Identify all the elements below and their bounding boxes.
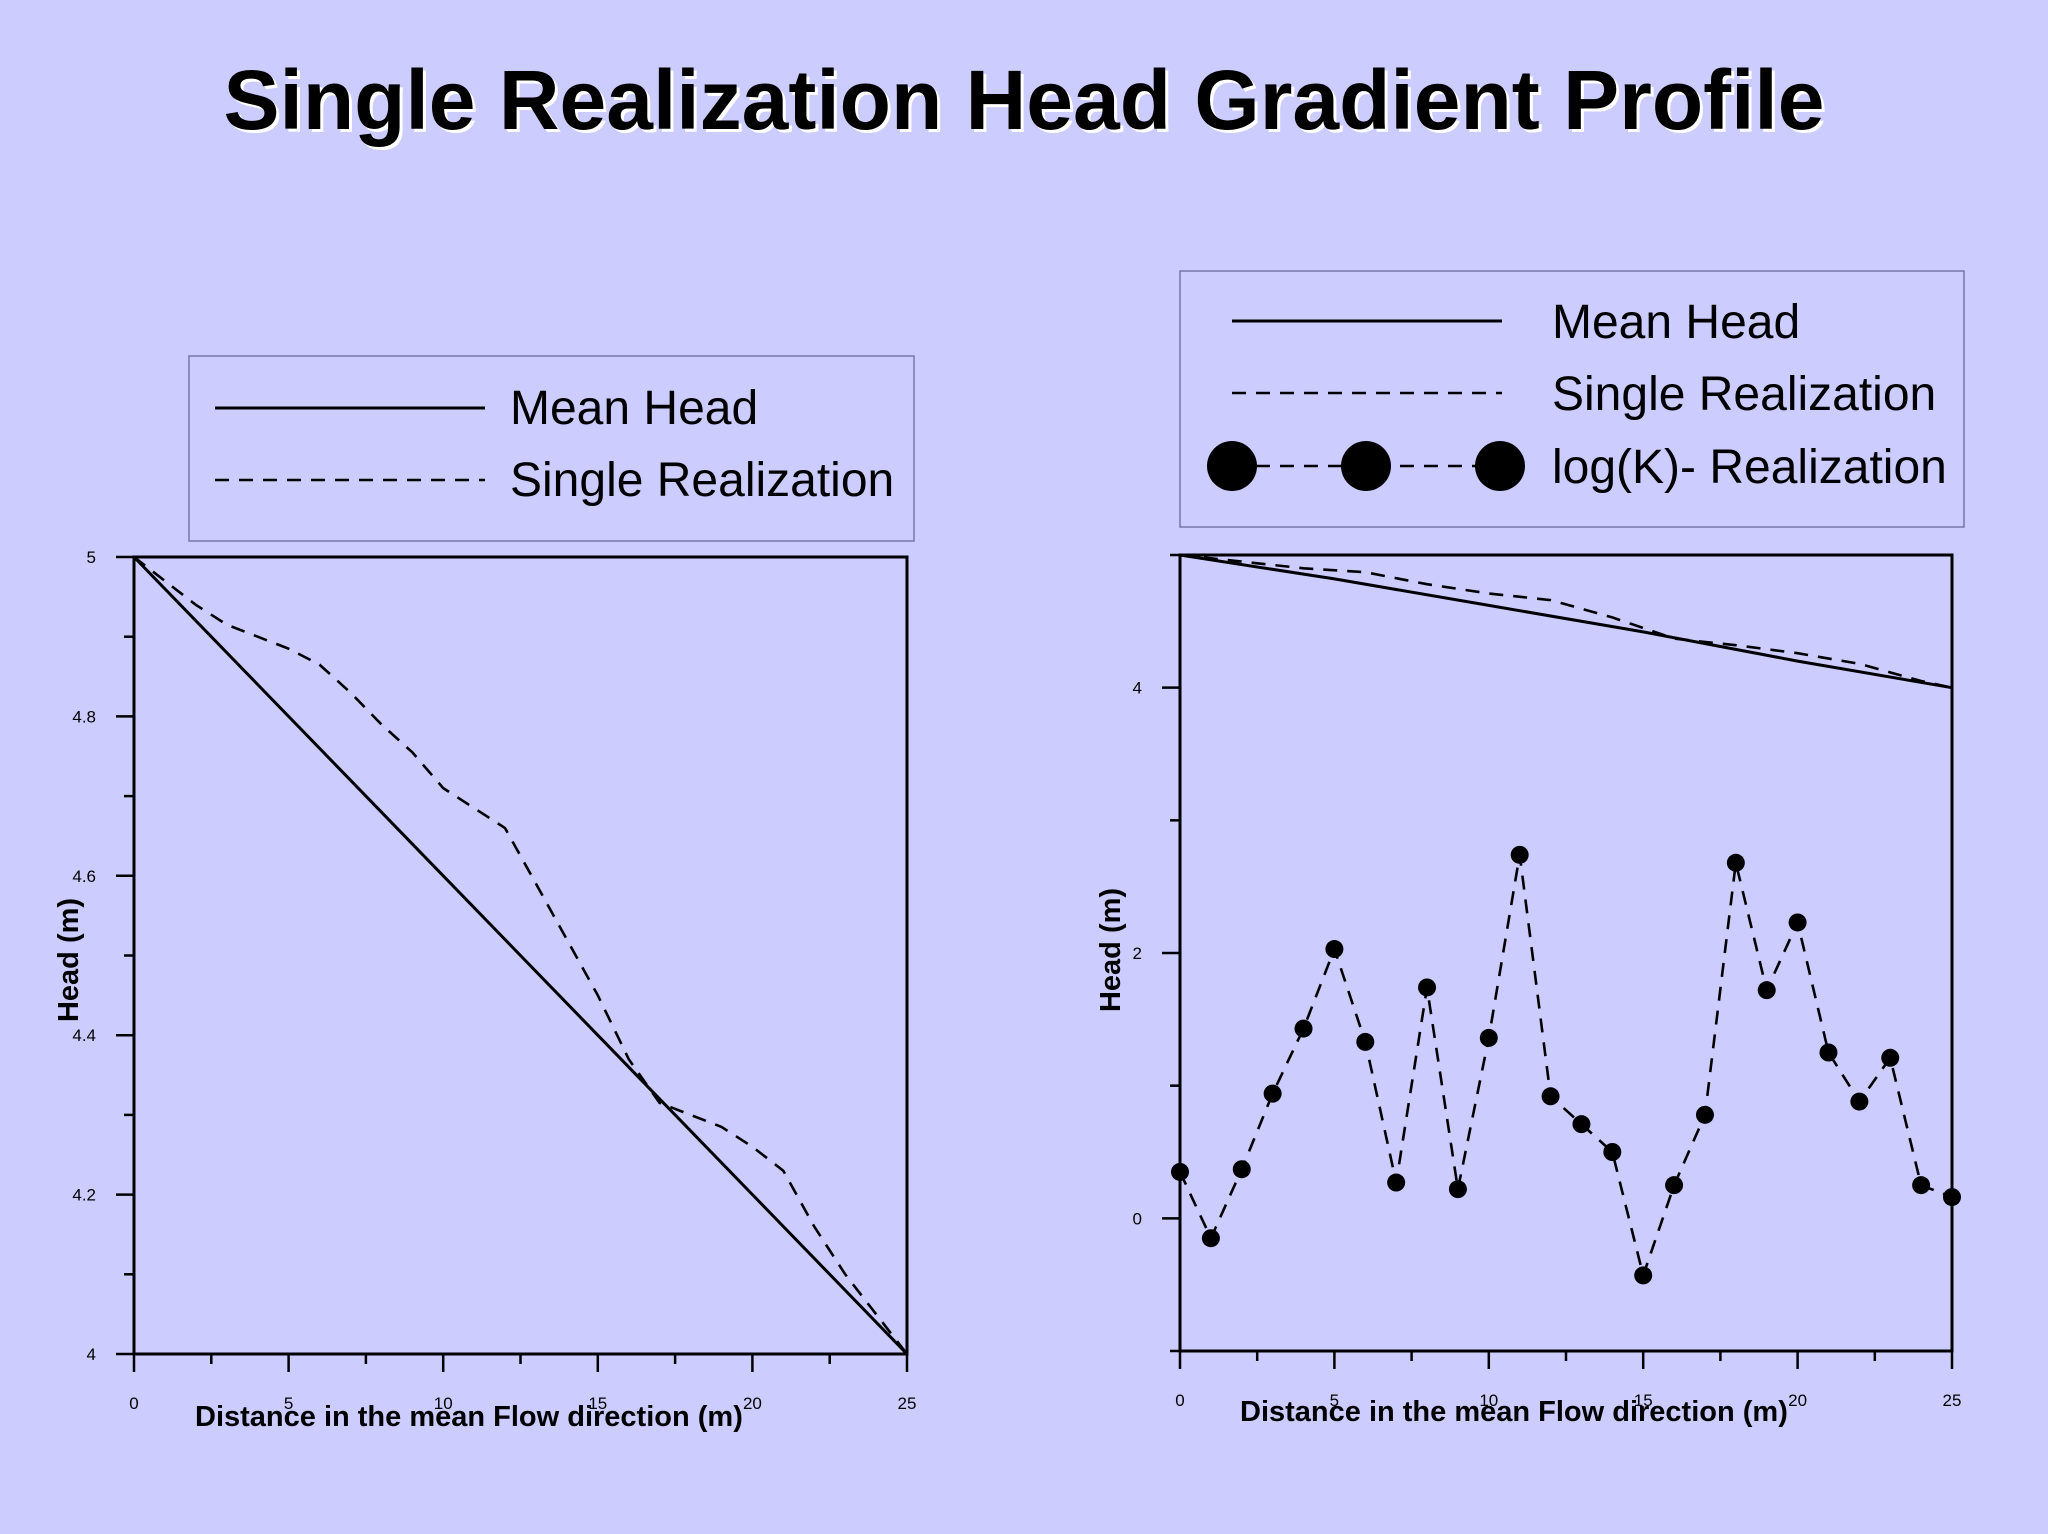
single-realization-line [1179, 553, 1953, 689]
x-tick-label: 0 [129, 1394, 138, 1413]
x-tick-label: 25 [898, 1394, 917, 1413]
log-k-realization-point [1510, 845, 1529, 864]
log-k-realization-point [1479, 1028, 1498, 1047]
log-k-realization-point [1726, 853, 1745, 872]
log-k-realization-point [1356, 1032, 1375, 1051]
log-k-realization-point [1634, 1266, 1653, 1285]
y-tick-label: 4.8 [72, 707, 96, 726]
plot-frame [1178, 553, 1954, 1353]
log-k-realization-point [1881, 1048, 1900, 1067]
right-chart: Mean Head Single Realization log(K)- Rea… [1095, 270, 1965, 1428]
left-legend-box [188, 355, 915, 542]
right-legend-logk-marker [1207, 441, 1257, 491]
y-tick-label: 4.4 [72, 1026, 96, 1045]
x-tick-label: 15 [588, 1394, 607, 1413]
x-tick-label: 5 [284, 1394, 293, 1413]
log-k-realization-point [1819, 1043, 1838, 1062]
right-legend-logk-marker [1341, 441, 1391, 491]
y-tick-label: 4.6 [72, 867, 96, 886]
left-y-axis-title: Head (m) [53, 898, 85, 1022]
x-tick-label: 10 [434, 1394, 453, 1413]
x-tick-label: 20 [1788, 1391, 1807, 1410]
log-k-realization-point [1387, 1173, 1406, 1192]
x-tick-label: 20 [743, 1394, 762, 1413]
left-legend-single-realization-label: Single Realization [510, 454, 894, 507]
left-plot-area: 0 5 10 15 20 25 4 4.2 4.4 4.6 4.8 5 [72, 548, 916, 1413]
right-legend-mean-head-label: Mean Head [1552, 296, 1800, 349]
log-k-realization-point [1232, 1160, 1251, 1179]
log-k-realization-point [1757, 981, 1776, 1000]
x-tick-label: 25 [1943, 1391, 1962, 1410]
right-legend-logk-marker [1475, 441, 1525, 491]
log-k-realization-point [1448, 1180, 1467, 1199]
page-title: Single Realization Head Gradient Profile [223, 53, 1825, 147]
log-k-realization-point [1603, 1143, 1622, 1161]
y-tick-label: 4 [87, 1345, 96, 1364]
x-tick-label: 10 [1479, 1391, 1498, 1410]
y-tick-label: 2 [1133, 944, 1142, 963]
log-k-realization-point [1263, 1084, 1282, 1103]
log-k-realization-point [1850, 1092, 1869, 1111]
right-x-axis-title: Distance in the mean Flow direction (m) [1240, 1396, 1788, 1428]
right-legend-single-realization-label: Single Realization [1552, 368, 1936, 421]
log-k-realization-point [1695, 1105, 1714, 1124]
log-k-realization-point [1171, 1162, 1189, 1181]
log-k-realization-point [1294, 1019, 1313, 1038]
x-tick-label: 0 [1175, 1391, 1184, 1410]
mean-head-line [132, 555, 909, 1356]
log-k-realization-point [1943, 1188, 1961, 1207]
log-k-realization-point [1665, 1176, 1684, 1195]
left-x-axis-title: Distance in the mean Flow direction (m) [195, 1401, 743, 1433]
y-tick-label: 4 [1133, 679, 1142, 698]
y-tick-label: 4.2 [72, 1186, 96, 1205]
log-k-realization-point [1201, 1229, 1220, 1248]
log-k-realization-point [1418, 978, 1437, 997]
right-legend-logk-label: log(K)- Realization [1552, 441, 1947, 494]
mean-head-line [1179, 553, 1953, 690]
x-tick-label: 5 [1330, 1391, 1339, 1410]
log-k-realization-point [1572, 1115, 1591, 1134]
log-k-realization-point [1325, 940, 1344, 959]
left-legend-mean-head-label: Mean Head [510, 382, 758, 435]
left-chart: Mean Head Single Realization 0 5 10 15 20 25 4… [53, 355, 916, 1433]
y-tick-label: 5 [87, 548, 96, 567]
single-realization-line [133, 555, 909, 1355]
right-legend-box [1179, 270, 1965, 528]
log-k-realization-point [1912, 1176, 1931, 1195]
log-k-realization-line [1178, 854, 1953, 1280]
log-k-realization-point [1788, 913, 1807, 932]
log-k-realization-point [1541, 1087, 1560, 1106]
x-tick-label: 15 [1634, 1391, 1653, 1410]
right-y-axis-title: Head (m) [1095, 888, 1127, 1012]
right-plot-area: 0 5 10 15 20 25 0 2 4 [1133, 553, 1962, 1410]
y-tick-label: 0 [1133, 1209, 1142, 1228]
